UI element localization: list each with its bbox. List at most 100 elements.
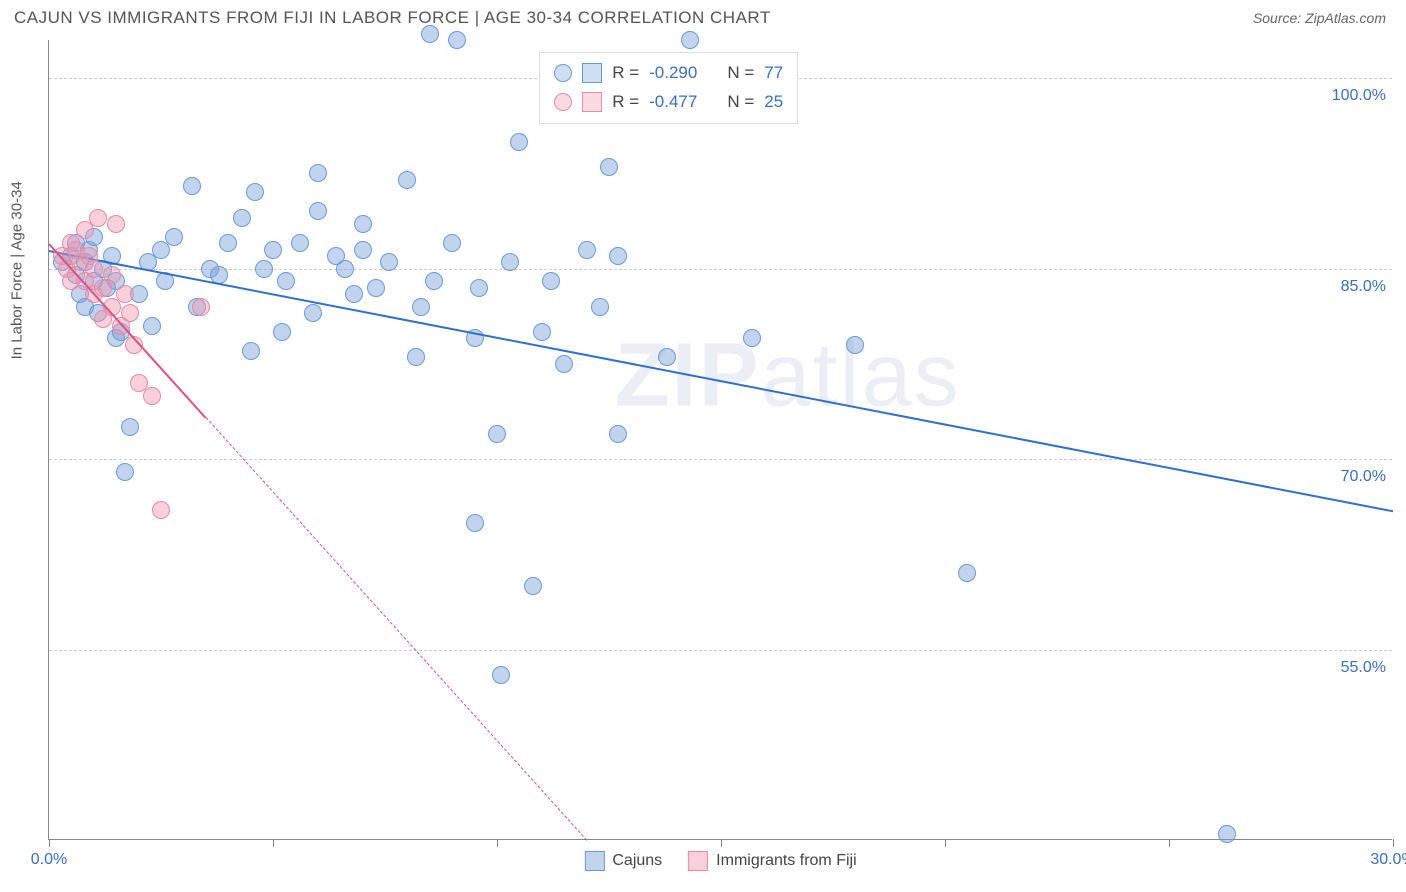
data-point-cajuns <box>219 234 237 252</box>
legend-marker-icon <box>554 93 572 111</box>
data-point-cajuns <box>246 183 264 201</box>
data-point-fiji <box>103 266 121 284</box>
y-axis-title: In Labor Force | Age 30-34 <box>9 181 26 359</box>
x-tick <box>945 839 946 847</box>
x-tick <box>273 839 274 847</box>
x-tick <box>497 839 498 847</box>
data-point-cajuns <box>448 31 466 49</box>
data-point-cajuns <box>510 133 528 151</box>
data-point-cajuns <box>501 253 519 271</box>
x-tick-label: 30.0% <box>1370 851 1406 869</box>
trend-line-fiji <box>48 244 206 419</box>
legend-n-value: 77 <box>764 59 783 88</box>
data-point-fiji <box>89 209 107 227</box>
data-point-cajuns <box>183 177 201 195</box>
data-point-fiji <box>192 298 210 316</box>
data-point-cajuns <box>533 323 551 341</box>
legend-item: Immigrants from Fiji <box>688 851 856 871</box>
x-tick-label: 0.0% <box>31 851 67 869</box>
data-point-cajuns <box>277 272 295 290</box>
data-point-cajuns <box>367 279 385 297</box>
y-tick-label: 70.0% <box>1341 468 1394 486</box>
data-point-cajuns <box>958 564 976 582</box>
y-tick-label: 100.0% <box>1332 87 1394 105</box>
legend-row: R = -0.477 N = 25 <box>554 88 783 117</box>
y-tick-label: 55.0% <box>1341 659 1394 677</box>
gridline <box>49 650 1392 651</box>
legend-label: Immigrants from Fiji <box>716 852 856 870</box>
legend-item: Cajuns <box>584 851 662 871</box>
correlation-legend: R = -0.290N = 77R = -0.477 N = 25 <box>539 52 798 124</box>
data-point-cajuns <box>542 272 560 290</box>
data-point-cajuns <box>165 228 183 246</box>
data-point-cajuns <box>578 241 596 259</box>
watermark: ZIPatlas <box>615 324 961 427</box>
trend-line-dash-fiji <box>205 417 587 840</box>
y-tick-label: 85.0% <box>1341 278 1394 296</box>
data-point-cajuns <box>291 234 309 252</box>
source-attribution: Source: ZipAtlas.com <box>1253 10 1386 26</box>
legend-r-value: -0.477 <box>649 88 697 117</box>
legend-r-label: R = <box>612 88 639 117</box>
data-point-cajuns <box>354 215 372 233</box>
data-point-cajuns <box>1218 825 1236 843</box>
data-point-fiji <box>152 501 170 519</box>
x-tick <box>49 839 50 847</box>
data-point-cajuns <box>492 666 510 684</box>
legend-marker-icon <box>554 64 572 82</box>
data-point-cajuns <box>121 418 139 436</box>
data-point-cajuns <box>407 348 425 366</box>
data-point-cajuns <box>345 285 363 303</box>
data-point-cajuns <box>846 336 864 354</box>
data-point-cajuns <box>336 260 354 278</box>
data-point-cajuns <box>309 164 327 182</box>
data-point-cajuns <box>591 298 609 316</box>
legend-row: R = -0.290N = 77 <box>554 59 783 88</box>
data-point-cajuns <box>242 342 260 360</box>
data-point-cajuns <box>143 317 161 335</box>
data-point-cajuns <box>470 279 488 297</box>
data-point-cajuns <box>609 425 627 443</box>
data-point-fiji <box>143 387 161 405</box>
data-point-cajuns <box>658 348 676 366</box>
legend-swatch-icon <box>688 851 708 871</box>
data-point-cajuns <box>743 329 761 347</box>
x-tick <box>1393 839 1394 847</box>
correlation-chart: In Labor Force | Age 30-34 55.0%70.0%85.… <box>48 40 1392 840</box>
legend-swatch-icon <box>582 63 602 83</box>
x-tick <box>1169 839 1170 847</box>
trend-line-cajuns <box>49 250 1393 512</box>
data-point-cajuns <box>116 463 134 481</box>
data-point-fiji <box>107 215 125 233</box>
header: CAJUN VS IMMIGRANTS FROM FIJI IN LABOR F… <box>0 0 1406 32</box>
data-point-cajuns <box>233 209 251 227</box>
data-point-cajuns <box>425 272 443 290</box>
data-point-cajuns <box>555 355 573 373</box>
gridline <box>49 269 1392 270</box>
data-point-cajuns <box>421 25 439 43</box>
legend-n-label: N = <box>727 88 754 117</box>
data-point-cajuns <box>609 247 627 265</box>
data-point-cajuns <box>304 304 322 322</box>
data-point-cajuns <box>398 171 416 189</box>
data-point-cajuns <box>466 514 484 532</box>
data-point-fiji <box>85 260 103 278</box>
data-point-fiji <box>121 304 139 322</box>
data-point-cajuns <box>443 234 461 252</box>
legend-r-value: -0.290 <box>649 59 697 88</box>
data-point-cajuns <box>488 425 506 443</box>
data-point-cajuns <box>681 31 699 49</box>
data-point-cajuns <box>273 323 291 341</box>
legend-swatch-icon <box>584 851 604 871</box>
legend-label: Cajuns <box>612 852 662 870</box>
legend-n-value: 25 <box>764 88 783 117</box>
data-point-fiji <box>116 285 134 303</box>
data-point-cajuns <box>264 241 282 259</box>
legend-r-label: R = <box>612 59 639 88</box>
data-point-cajuns <box>255 260 273 278</box>
data-point-cajuns <box>412 298 430 316</box>
data-point-cajuns <box>380 253 398 271</box>
series-legend: Cajuns Immigrants from Fiji <box>584 851 856 871</box>
x-tick <box>721 839 722 847</box>
chart-title: CAJUN VS IMMIGRANTS FROM FIJI IN LABOR F… <box>14 8 771 28</box>
